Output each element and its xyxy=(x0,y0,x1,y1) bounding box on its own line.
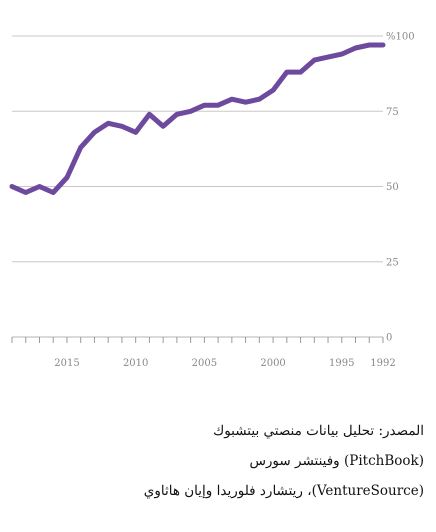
series-layer xyxy=(9,42,386,195)
x-tick-label-1995: 1995 xyxy=(329,358,354,369)
y-tick-label-100: %100 xyxy=(386,32,415,43)
data-point-1996 xyxy=(326,55,330,59)
data-point-2014 xyxy=(79,146,82,149)
data-point-1994 xyxy=(354,46,357,50)
data-point-2018 xyxy=(24,191,27,194)
data-point-2015 xyxy=(65,176,69,179)
source-line-3: (VentureSource)، ريتشارد فلوريدا وإيان ه… xyxy=(143,483,424,499)
x-tick-label-2010: 2010 xyxy=(123,358,148,369)
y-tick-label-50: 50 xyxy=(386,182,399,193)
data-point-2013 xyxy=(93,131,96,134)
source-line-2: (PitchBook) وفينتشر سورس xyxy=(249,453,424,469)
data-point-2005 xyxy=(203,104,206,107)
source-note: المصدر: تحليل بيانات منصتي بيتشبوك (Pitc… xyxy=(8,416,424,506)
x-tick-label-2005: 2005 xyxy=(192,358,217,369)
source-line-1: المصدر: تحليل بيانات منصتي بيتشبوك xyxy=(213,423,424,439)
data-point-1995 xyxy=(340,52,343,56)
data-point-2010 xyxy=(134,131,137,134)
data-point-2008 xyxy=(161,125,165,128)
data-point-2001 xyxy=(258,98,261,101)
data-point-2017 xyxy=(38,185,41,188)
grid-lines xyxy=(12,35,383,263)
x-axis: 1992 1995 2000 2005 2010 2015 xyxy=(11,336,396,369)
data-point-2019 xyxy=(10,185,14,188)
series-line-0 xyxy=(9,42,386,195)
data-point-2009 xyxy=(148,113,151,116)
data-point-2004 xyxy=(216,104,220,107)
data-point-2006 xyxy=(189,110,192,113)
data-point-1993 xyxy=(368,43,371,47)
data-point-2003 xyxy=(230,98,234,101)
data-point-2011 xyxy=(120,125,124,128)
data-point-1992 xyxy=(381,43,385,47)
y-tick-labels: 0 25 50 75 %100 xyxy=(386,32,415,344)
y-tick-label-25: 25 xyxy=(386,257,399,268)
data-point-1997 xyxy=(313,58,316,62)
data-point-2000 xyxy=(271,88,275,92)
x-tick-label-2015: 2015 xyxy=(54,358,79,369)
y-tick-label-75: 75 xyxy=(386,107,399,118)
data-point-2007 xyxy=(175,113,179,116)
data-point-2012 xyxy=(106,122,110,125)
data-point-2016 xyxy=(52,191,55,194)
x-tick-label-2000: 2000 xyxy=(260,358,285,369)
x-tick-label-1992: 1992 xyxy=(370,358,395,369)
data-point-2002 xyxy=(244,101,247,104)
data-point-1999 xyxy=(285,70,289,74)
data-point-1998 xyxy=(299,70,302,74)
line-chart: 0 25 50 75 %100 1992 1995 2000 2005 2010 2015 xyxy=(9,32,415,369)
y-tick-label-0: 0 xyxy=(386,333,392,344)
